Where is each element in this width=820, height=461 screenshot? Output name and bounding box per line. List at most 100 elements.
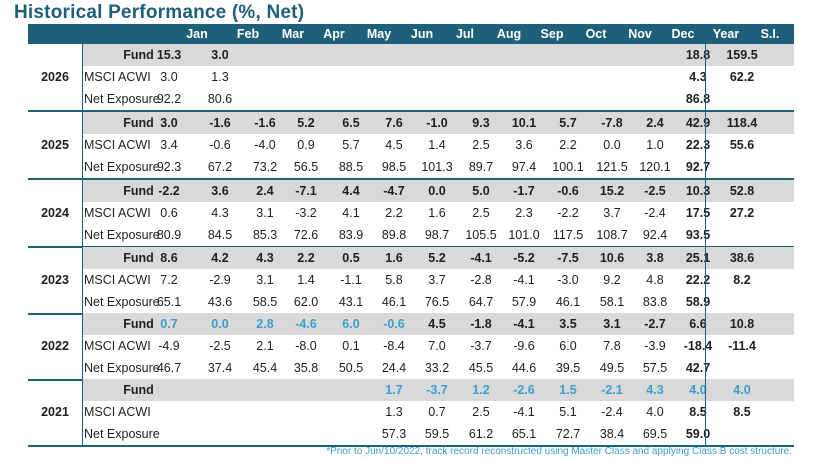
table-cell xyxy=(286,423,326,445)
table-cell: 6.0 xyxy=(559,339,577,353)
table-cell xyxy=(286,44,326,66)
table-cell: 43.1 xyxy=(338,295,364,309)
table-cell: -1.0 xyxy=(426,116,448,130)
table-cell: 10.3 xyxy=(685,184,711,198)
table-cell: 46.7 xyxy=(156,361,182,375)
table-cell: -11.4 xyxy=(728,339,756,353)
table-cell: -1.8 xyxy=(470,317,492,331)
table-cell: 1.2 xyxy=(472,383,490,397)
table-cell xyxy=(504,44,544,66)
table-cell: 57.3 xyxy=(381,427,407,441)
table-cell: 65.1 xyxy=(156,295,182,309)
table-cell: 1.4 xyxy=(297,273,315,287)
table-cell: 3.0 xyxy=(160,116,178,130)
table-row: Net Exposure 65.1 43.6 58.5 62.0 43.1 46.1 76.5… xyxy=(28,291,794,313)
table-cell: 101.0 xyxy=(508,228,540,242)
column-header-dec: Dec xyxy=(671,27,695,41)
table-cell xyxy=(548,66,588,88)
table-cell: 89.7 xyxy=(468,160,494,174)
table-cell: 4.8 xyxy=(646,273,664,287)
table-cell: 4.1 xyxy=(342,206,360,220)
column-header-nov: Nov xyxy=(628,27,652,41)
table-cell: -4.1 xyxy=(513,405,535,419)
table-cell: 1.7 xyxy=(385,383,403,397)
table-cell: 3.0 xyxy=(160,70,178,84)
table-cell: -1.6 xyxy=(254,116,276,130)
table-cell xyxy=(722,357,762,379)
column-header-aug: Aug xyxy=(496,27,522,41)
year-group-2026: Fund 15.3 3.0 18.8 159.5 MSCI ACWI 3.0 1.3 4.3 62… xyxy=(28,44,794,112)
table-cell xyxy=(722,291,762,313)
table-row: Net Exposure 92.2 80.6 86.8 xyxy=(28,88,794,110)
column-header-si: S.I. xyxy=(760,27,780,41)
table-cell: 10.6 xyxy=(599,251,625,265)
table-cell: 80.6 xyxy=(207,92,233,106)
table-cell: 92.7 xyxy=(685,160,711,174)
table-cell: 50.5 xyxy=(338,361,364,375)
table-cell: 159.5 xyxy=(726,48,758,62)
row-shading xyxy=(82,379,794,401)
table-row: MSCI ACWI 0.6 4.3 3.1 -3.2 4.1 2.2 1.6 2.5 2.3 -2.… xyxy=(28,202,794,224)
table-cell: 105.5 xyxy=(465,228,497,242)
table-cell xyxy=(722,224,762,246)
table-cell: 1.3 xyxy=(385,405,403,419)
table-cell: -3.9 xyxy=(644,339,666,353)
table-cell: 7.6 xyxy=(385,116,403,130)
row-shading xyxy=(82,247,794,269)
table-cell: 55.6 xyxy=(729,138,755,152)
table-cell: 0.1 xyxy=(342,339,360,353)
table-cell: -4.1 xyxy=(513,317,535,331)
table-cell: 4.0 xyxy=(646,405,664,419)
table-cell xyxy=(374,44,414,66)
table-cell: 15.2 xyxy=(599,184,625,198)
table-cell xyxy=(200,423,240,445)
table-cell xyxy=(504,88,544,110)
table-cell: -0.6 xyxy=(209,138,231,152)
table-cell: 3.5 xyxy=(559,317,577,331)
table-cell: -3.2 xyxy=(295,206,317,220)
column-header-sep: Sep xyxy=(540,27,564,41)
table-cell xyxy=(331,401,371,423)
table-cell: -1.6 xyxy=(209,116,231,130)
year-label: 2025 xyxy=(41,138,69,152)
table-row: MSCI ACWI 7.2 -2.9 3.1 1.4 -1.1 5.8 3.7 -2.8 -4.1… xyxy=(28,269,794,291)
column-divider xyxy=(705,44,706,110)
table-cell: -0.6 xyxy=(383,317,405,331)
column-divider xyxy=(705,180,706,246)
table-cell: 120.1 xyxy=(639,160,671,174)
table-row: Net Exposure 57.3 59.5 61.2 65.1 72.7 38.4 69.5… xyxy=(28,423,794,445)
table-cell: 2.5 xyxy=(472,206,490,220)
table-cell: 7.0 xyxy=(428,339,446,353)
row-label: Fund xyxy=(123,48,154,62)
table-cell: 22.3 xyxy=(685,138,711,152)
table-cell: 4.2 xyxy=(211,251,229,265)
table-cell: 5.7 xyxy=(342,138,360,152)
row-label: MSCI ACWI xyxy=(84,405,151,419)
table-cell: 80.9 xyxy=(156,228,182,242)
table-cell: 2.8 xyxy=(256,317,274,331)
table-cell xyxy=(245,423,285,445)
table-cell: -2.8 xyxy=(470,273,492,287)
table-cell: 33.2 xyxy=(424,361,450,375)
row-label: Fund xyxy=(123,251,154,265)
table-cell: -1.1 xyxy=(340,273,362,287)
table-cell: 92.3 xyxy=(156,160,182,174)
column-header-oct: Oct xyxy=(585,27,607,41)
group-divider xyxy=(28,110,794,112)
table-cell xyxy=(331,379,371,401)
table-cell: -8.4 xyxy=(383,339,405,353)
table-cell: 72.6 xyxy=(293,228,319,242)
table-cell xyxy=(461,44,501,66)
table-cell: 1.3 xyxy=(211,70,229,84)
table-cell: 5.7 xyxy=(559,116,577,130)
table-cell: -4.0 xyxy=(254,138,276,152)
table-cell xyxy=(245,88,285,110)
table-cell: 8.2 xyxy=(733,273,751,287)
table-cell: 39.5 xyxy=(555,361,581,375)
table-cell xyxy=(331,66,371,88)
row-label: Fund xyxy=(123,317,154,331)
year-group-2023: Fund 8.6 4.2 4.3 2.2 0.5 1.6 5.2 -4.1 -5.2 -7.5 10.… xyxy=(28,247,794,315)
table-cell: -2.9 xyxy=(209,273,231,287)
table-cell xyxy=(592,88,632,110)
table-cell: -7.1 xyxy=(295,184,317,198)
